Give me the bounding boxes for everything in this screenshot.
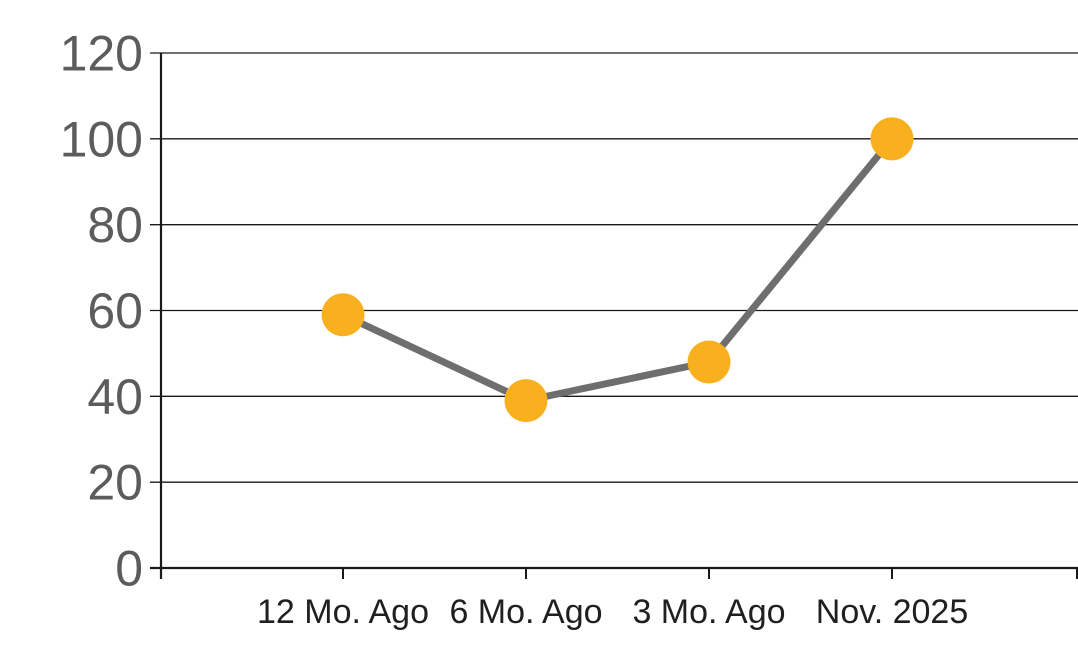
y-tick-label: 60 — [87, 283, 143, 339]
y-tick-label: 80 — [87, 197, 143, 253]
y-tick-label: 120 — [60, 26, 143, 82]
y-tick-label: 100 — [60, 111, 143, 167]
x-tick-label: 12 Mo. Ago — [257, 593, 429, 631]
data-point-marker — [321, 293, 365, 337]
x-tick-label: 3 Mo. Ago — [632, 593, 785, 631]
x-tick-label: 6 Mo. Ago — [449, 593, 602, 631]
data-point-marker — [687, 340, 731, 384]
data-point-marker — [870, 117, 914, 161]
y-tick-label: 40 — [87, 369, 143, 425]
x-tick-label: Nov. 2025 — [816, 593, 968, 631]
data-point-marker — [504, 379, 548, 423]
y-tick-label: 0 — [115, 541, 143, 597]
y-tick-label: 20 — [87, 455, 143, 511]
series-line — [339, 135, 896, 405]
